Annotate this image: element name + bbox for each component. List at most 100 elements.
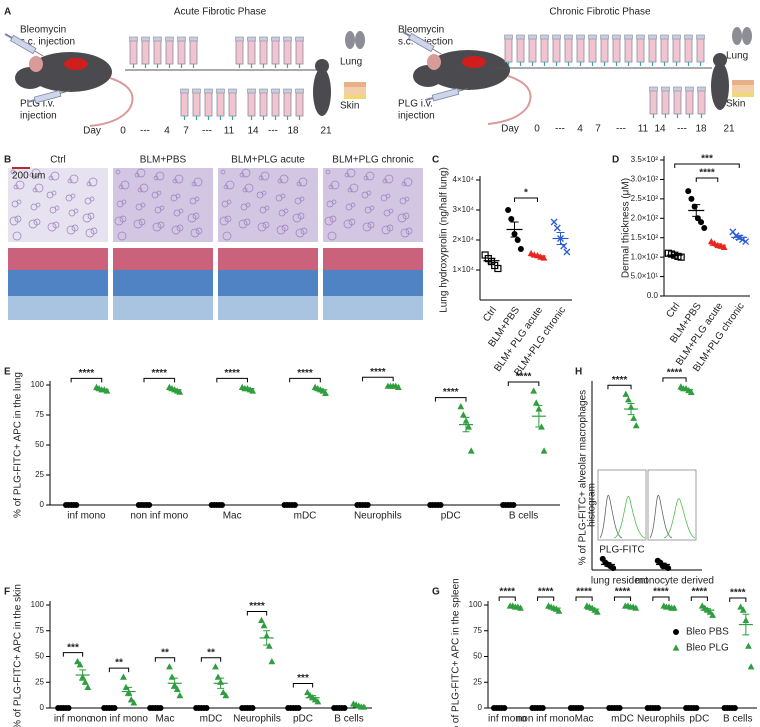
error-bar	[462, 416, 470, 433]
y-tick-label: 5.0×10¹	[631, 272, 659, 281]
alveolus	[33, 218, 41, 226]
data-point	[505, 207, 512, 213]
error-bar	[171, 677, 179, 689]
error-bar	[627, 606, 635, 608]
significance-bracket	[143, 377, 176, 383]
alveolus	[121, 199, 127, 205]
alveolus	[9, 216, 19, 226]
significance-label: ****	[224, 368, 240, 379]
alveolus	[327, 231, 337, 241]
tube	[192, 91, 201, 117]
tube	[153, 39, 162, 65]
x-tick-label: B cells	[509, 511, 538, 522]
alveolus	[279, 174, 289, 184]
error-bar	[556, 232, 565, 245]
significance-label: ****	[249, 601, 265, 612]
data-point	[532, 399, 540, 406]
data-point	[553, 224, 561, 232]
x-tick-label: pDC	[293, 714, 313, 725]
alveolus	[402, 212, 410, 220]
lung-icon	[742, 27, 752, 45]
tube-cap	[259, 36, 268, 42]
standing-mouse	[711, 62, 729, 110]
error-bar	[510, 221, 519, 238]
data-point	[742, 238, 750, 246]
alveolus	[192, 212, 200, 220]
significance-label: ****	[615, 587, 631, 598]
skin-epidermis	[323, 248, 423, 270]
alveolus	[262, 221, 270, 229]
syringe-barrel	[431, 87, 460, 102]
injection-site	[462, 56, 486, 68]
alveolus	[405, 227, 413, 235]
tube-cap	[624, 34, 633, 40]
tube	[649, 89, 658, 115]
alveolus	[70, 193, 76, 199]
alveolus	[297, 212, 305, 220]
skin-dermis	[323, 270, 423, 296]
alveolus	[115, 169, 121, 175]
alveolus	[225, 180, 235, 190]
day-value: 0	[534, 124, 540, 135]
y-axis-label: Dermal thickness (μM)	[621, 178, 632, 278]
y-tick-label: 3.5×10²	[631, 155, 659, 164]
significance-label: ****	[297, 368, 313, 379]
alveolus	[171, 225, 181, 235]
data-point	[249, 387, 257, 394]
tube-cap	[141, 36, 150, 42]
alveolus	[52, 221, 60, 229]
mouse-head	[15, 67, 45, 89]
error-bar	[742, 613, 750, 636]
alveolus	[28, 219, 38, 229]
day-value: 21	[320, 126, 332, 137]
data-point	[563, 248, 571, 256]
panel-label: E	[4, 367, 11, 378]
tube-cap	[271, 88, 280, 94]
alveolus	[139, 183, 149, 193]
data-point	[166, 663, 173, 670]
x-tick-label: inf mono	[54, 714, 93, 725]
significance-bracket	[289, 377, 321, 383]
tube-cap	[271, 36, 280, 42]
tube	[636, 37, 645, 63]
significance-label: ****	[653, 587, 669, 598]
tube-cap	[228, 88, 237, 94]
y-tick-label: 100	[31, 600, 45, 609]
tube	[564, 37, 573, 63]
tube-cap	[247, 36, 256, 42]
error-bar	[682, 388, 690, 392]
tube	[516, 37, 525, 63]
tube	[697, 89, 706, 115]
skin-dermis	[113, 270, 213, 296]
tube-cap	[259, 88, 268, 94]
alveolus	[47, 222, 57, 232]
tube-cap	[612, 34, 621, 40]
y-tick-label: 0	[478, 703, 483, 712]
data-point	[260, 622, 268, 629]
syringe-needle	[34, 50, 44, 57]
data-point	[672, 644, 680, 651]
error-bar	[243, 387, 251, 390]
alveolus	[346, 168, 356, 178]
day-value: ---	[268, 126, 278, 137]
data-point	[74, 658, 81, 665]
x-tick-label: lung resident	[591, 576, 648, 587]
y-tick-label: 100	[31, 380, 45, 389]
significance-label: ****	[516, 372, 532, 383]
significance-bracket	[695, 177, 719, 182]
alveolus	[292, 213, 302, 223]
skin-icon	[344, 95, 366, 99]
alveolus	[403, 177, 413, 187]
day-value: ---	[616, 124, 626, 135]
y-tick-label: 4×10⁴	[453, 175, 475, 184]
bleomycin-label: Bleomycin	[20, 25, 66, 36]
y-tick-label: 75	[35, 410, 44, 419]
tube-cap	[192, 88, 201, 94]
panel-label: A	[4, 7, 11, 18]
tube-cap	[600, 34, 609, 40]
data-point	[698, 219, 705, 226]
significance-label: ****	[699, 168, 715, 179]
lung-label: Lung	[340, 57, 362, 68]
x-tick-label: non inf mono	[90, 714, 148, 725]
